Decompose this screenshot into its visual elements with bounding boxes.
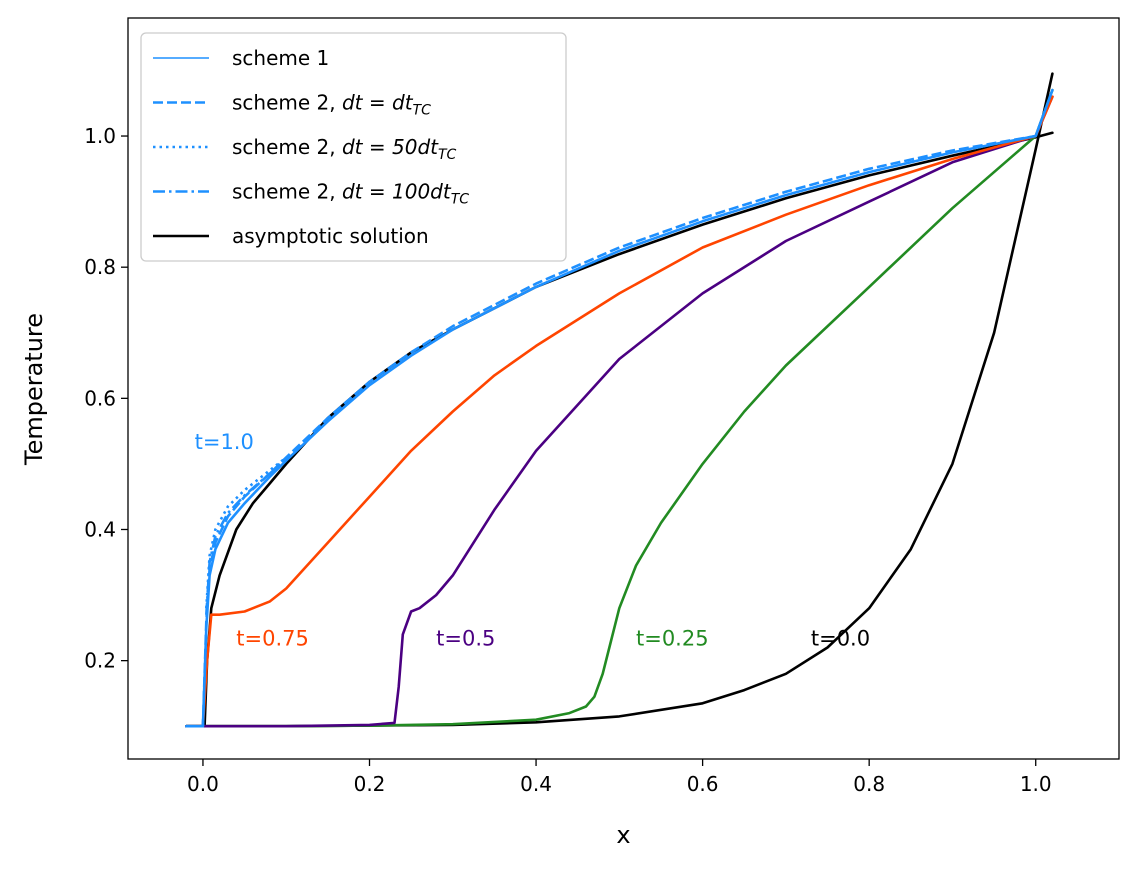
x-axis-label: x (616, 821, 630, 849)
y-tick-label: 0.8 (84, 255, 116, 279)
y-tick-label: 0.6 (84, 386, 116, 410)
series-line-4 (185, 95, 1054, 728)
y-tick-label: 0.4 (84, 517, 116, 541)
series-layer (185, 72, 1054, 728)
y-tick-label: 1.0 (84, 124, 116, 148)
x-tick-label: 1.0 (1020, 772, 1052, 796)
time-annotation: t=1.0 (195, 430, 254, 454)
x-tick-label: 0.4 (520, 772, 552, 796)
legend-label: scheme 1 (232, 46, 329, 70)
annotation-layer: t=1.0 t=0.75 t=0.5 t=0.25 t=0.0 (195, 430, 870, 651)
y-tick-label: 0.2 (84, 649, 116, 673)
x-axis-ticks: 0.0 0.2 0.4 0.6 0.8 1.0 (187, 759, 1052, 796)
time-annotation: t=0.0 (811, 627, 870, 651)
time-annotation: t=0.5 (436, 627, 495, 651)
time-annotation: t=0.25 (636, 627, 709, 651)
legend: scheme 1 scheme 2, dt = dtTC scheme 2, dt … (140, 32, 567, 262)
legend-items: scheme 1 scheme 2, dt = dtTC scheme 2, dt … (153, 46, 469, 248)
time-annotation: t=0.75 (236, 627, 309, 651)
series-line-8 (205, 458, 288, 615)
y-axis-ticks: 0.2 0.4 0.6 0.8 1.0 (84, 124, 128, 673)
series-line-7 (205, 456, 288, 609)
series-line-2 (185, 88, 1054, 728)
x-tick-label: 0.6 (687, 772, 719, 796)
x-tick-label: 0.8 (853, 772, 885, 796)
legend-label: scheme 2, dt = 100dtTC (232, 180, 469, 208)
legend-label: scheme 2, dt = dtTC (232, 91, 431, 119)
legend-box (140, 32, 567, 262)
plot-frame (127, 17, 1120, 760)
legend-label: scheme 2, dt = 50dtTC (232, 135, 457, 163)
y-axis-label: Temperature (20, 313, 48, 466)
legend-label: asymptotic solution (232, 224, 429, 248)
series-line-3 (185, 95, 1054, 728)
x-tick-label: 0.0 (187, 772, 219, 796)
x-tick-label: 0.2 (354, 772, 386, 796)
